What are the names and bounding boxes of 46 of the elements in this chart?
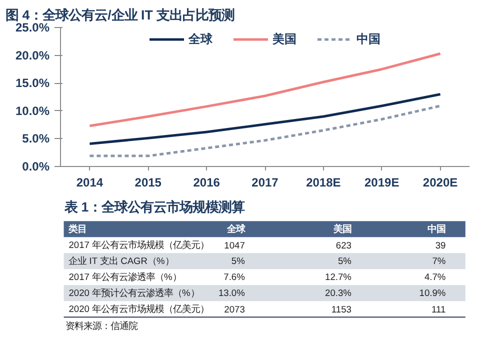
y-tick-label: 10.0% bbox=[15, 104, 50, 118]
y-tick-label: 15.0% bbox=[15, 76, 50, 90]
x-tick-label: 2017 bbox=[252, 176, 279, 190]
category-label: 2017 年公有云渗透率（%） bbox=[68, 272, 182, 282]
data-label: 2073 bbox=[224, 304, 245, 315]
data-label: 20.3% bbox=[325, 288, 352, 298]
y-tick-label: 5.0% bbox=[22, 132, 50, 146]
data-label: 7% bbox=[432, 256, 446, 266]
data-label: 7.6% bbox=[224, 272, 245, 282]
legend-label: 中国 bbox=[356, 30, 380, 48]
x-tick-label: 2018E bbox=[306, 176, 341, 190]
data-label: 4.7% bbox=[424, 272, 446, 282]
data-label: 1047 bbox=[224, 240, 245, 251]
data-label: 13.0% bbox=[218, 288, 245, 298]
category-label: 2017 年公有云市场规模（亿美元） bbox=[68, 240, 210, 250]
x-tick-label: 2020E bbox=[422, 176, 458, 190]
data-label: 5% bbox=[231, 256, 245, 266]
text: 表 1：全球公有云市场规模测算 bbox=[64, 200, 245, 214]
x-tick-label: 2014 bbox=[76, 176, 104, 190]
y-tick-label: 20.0% bbox=[15, 48, 50, 62]
line-series bbox=[88, 52, 442, 128]
line-series bbox=[88, 92, 442, 145]
data-label: 5% bbox=[338, 256, 352, 266]
y-tick-label: 25.0% bbox=[15, 20, 50, 34]
line-series bbox=[88, 104, 442, 158]
text: 类目 bbox=[68, 224, 87, 234]
category-label: 2020 年公有云市场规模（亿美元） bbox=[68, 304, 210, 314]
data-label: 10.9% bbox=[419, 288, 446, 298]
category-label: 2020 年预计公有云渗透率（%） bbox=[68, 288, 200, 298]
legend-label: 美国 bbox=[272, 30, 296, 48]
data-label: 111 bbox=[432, 304, 446, 315]
data-label: 12.7% bbox=[325, 272, 352, 282]
text: 全球 bbox=[226, 224, 246, 234]
chart-title: 图 4：全球公有云/企业 IT 支出占比预测 bbox=[6, 8, 235, 22]
y-tick-label: 0.0% bbox=[22, 160, 50, 174]
x-tick-label: 2019E bbox=[364, 176, 400, 190]
data-label: 39 bbox=[435, 240, 446, 251]
text: 中国 bbox=[428, 224, 446, 234]
x-tick-label: 2015 bbox=[134, 176, 162, 190]
data-label: 1153 bbox=[331, 304, 352, 315]
legend-label: 全球 bbox=[188, 30, 212, 48]
category-label: 企业 IT 支出 CAGR（%） bbox=[68, 256, 174, 266]
text: 资料来源：信通院 bbox=[65, 320, 138, 331]
data-label: 623 bbox=[336, 240, 352, 251]
text: 美国 bbox=[332, 224, 352, 234]
x-tick-label: 2016 bbox=[193, 176, 220, 190]
